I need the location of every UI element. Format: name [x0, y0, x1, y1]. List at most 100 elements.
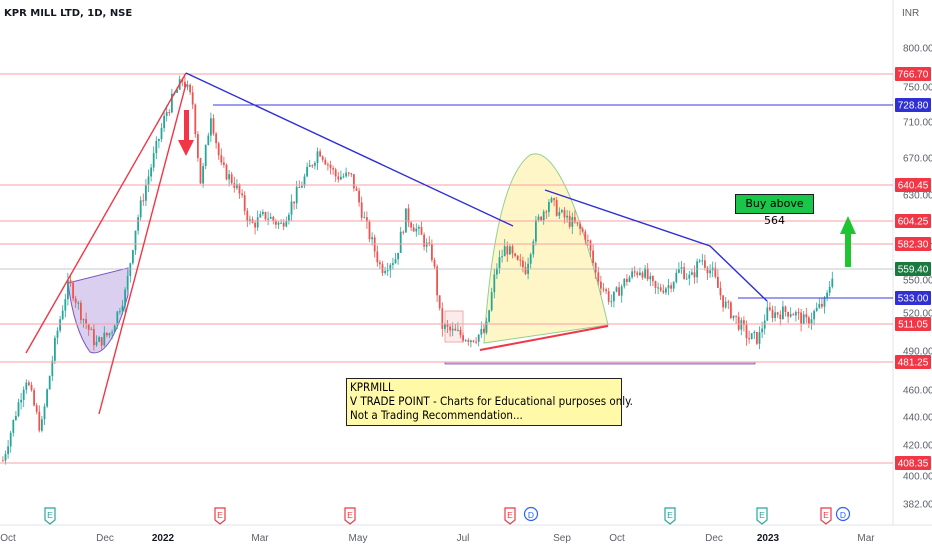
candle-body — [360, 202, 363, 218]
price-level-tag: 582.30 — [895, 237, 931, 251]
candle-body — [657, 287, 659, 289]
candle-body — [77, 302, 80, 304]
price-tag-box — [895, 178, 931, 192]
candle-body — [545, 211, 548, 213]
candle-body — [454, 328, 457, 331]
price-tag-label: 511.05 — [898, 320, 928, 331]
candle-body — [306, 166, 308, 177]
price-tick-label: 750.00 — [903, 83, 932, 94]
candle-body — [376, 251, 379, 263]
candle-body — [61, 310, 64, 320]
candle-body — [714, 267, 717, 277]
candle-body — [202, 166, 204, 184]
candle-body — [503, 246, 506, 257]
candle-body — [821, 303, 823, 307]
price-tag-box — [895, 262, 931, 276]
candle-body — [735, 315, 737, 317]
marker-shape — [214, 507, 226, 525]
candle-body — [51, 360, 54, 377]
candle-body — [298, 186, 301, 188]
candle-body — [319, 151, 321, 157]
candle-body — [724, 301, 727, 308]
earnings-marker-icon[interactable]: E — [504, 507, 516, 525]
earnings-marker-icon[interactable]: E — [820, 507, 832, 525]
candle-body — [548, 202, 550, 212]
candle-body — [56, 330, 59, 338]
candle-body — [386, 270, 389, 272]
time-tick-label: Dec — [705, 533, 723, 544]
candle-body — [366, 217, 368, 222]
candle-body — [72, 282, 74, 299]
buy-arrow-icon — [840, 216, 856, 267]
price-tick-label: 440.00 — [903, 413, 932, 424]
dividend-marker-icon[interactable]: D — [523, 506, 539, 522]
currency-label: INR — [902, 8, 919, 19]
candle-body — [496, 268, 498, 275]
candle-body — [20, 399, 22, 403]
earnings-marker-icon[interactable]: E — [344, 507, 356, 525]
candle-body — [717, 276, 719, 288]
candle-body — [665, 288, 667, 293]
candle-body — [43, 406, 46, 420]
candle-body — [415, 228, 418, 232]
marker-letter: E — [507, 510, 513, 520]
candle-body — [561, 210, 563, 213]
candle-body — [542, 211, 545, 221]
candle-body — [288, 214, 290, 222]
candle-body — [584, 231, 587, 241]
candle-body — [553, 198, 555, 201]
earnings-marker-icon[interactable]: E — [664, 507, 676, 525]
price-tick-label: 420.00 — [903, 441, 932, 452]
candle-body — [106, 332, 108, 336]
candle-body — [535, 219, 537, 242]
candle-body — [626, 278, 628, 282]
candle-body — [743, 320, 745, 325]
candle-body — [787, 311, 789, 317]
marker-letter: E — [667, 510, 673, 520]
candle-body — [254, 222, 256, 228]
earnings-marker-icon[interactable]: E — [214, 507, 226, 525]
marker-letter: E — [217, 510, 223, 520]
candle-body — [462, 335, 464, 341]
candle-body — [225, 164, 228, 180]
candle-body — [275, 220, 277, 225]
candle-body — [722, 295, 724, 308]
earnings-marker-icon[interactable]: E — [756, 507, 768, 525]
candle-body — [113, 325, 116, 333]
candle-body — [2, 460, 4, 462]
candle-body — [64, 299, 67, 311]
candle-body — [776, 312, 779, 315]
candle-body — [540, 216, 542, 221]
candle-body — [771, 309, 774, 318]
candle-body — [238, 184, 241, 194]
candle-body — [701, 260, 704, 262]
candle-body — [308, 165, 311, 167]
marker-shape — [756, 507, 768, 525]
candle-body — [537, 216, 540, 220]
earnings-marker-icon[interactable]: E — [44, 507, 56, 525]
price-tick-label: 490.00 — [903, 347, 932, 358]
note-line-symbol: KPRMILL — [350, 380, 394, 394]
price-tag-label: 728.80 — [898, 101, 929, 112]
uptrend-channel-line — [25, 72, 187, 354]
candle-body — [532, 241, 535, 255]
candle-body — [516, 255, 519, 260]
candle-body — [389, 264, 392, 271]
candle-body — [119, 311, 121, 313]
candle-body — [678, 269, 680, 273]
candle-body — [353, 174, 355, 189]
candle-body — [831, 278, 834, 287]
candle-body — [420, 226, 423, 235]
candle-body — [137, 217, 139, 231]
candle-body — [808, 317, 810, 325]
candle-body — [67, 280, 69, 300]
price-tag-label: 640.45 — [898, 181, 929, 192]
candle-body — [236, 184, 238, 188]
note-line-warning: Not a Trading Recommendation... — [350, 408, 523, 422]
marker-letter: D — [528, 510, 534, 520]
candle-body — [719, 287, 722, 296]
dividend-marker-icon[interactable]: D — [835, 506, 851, 522]
candle-body — [511, 246, 514, 254]
candle-body — [150, 167, 152, 177]
